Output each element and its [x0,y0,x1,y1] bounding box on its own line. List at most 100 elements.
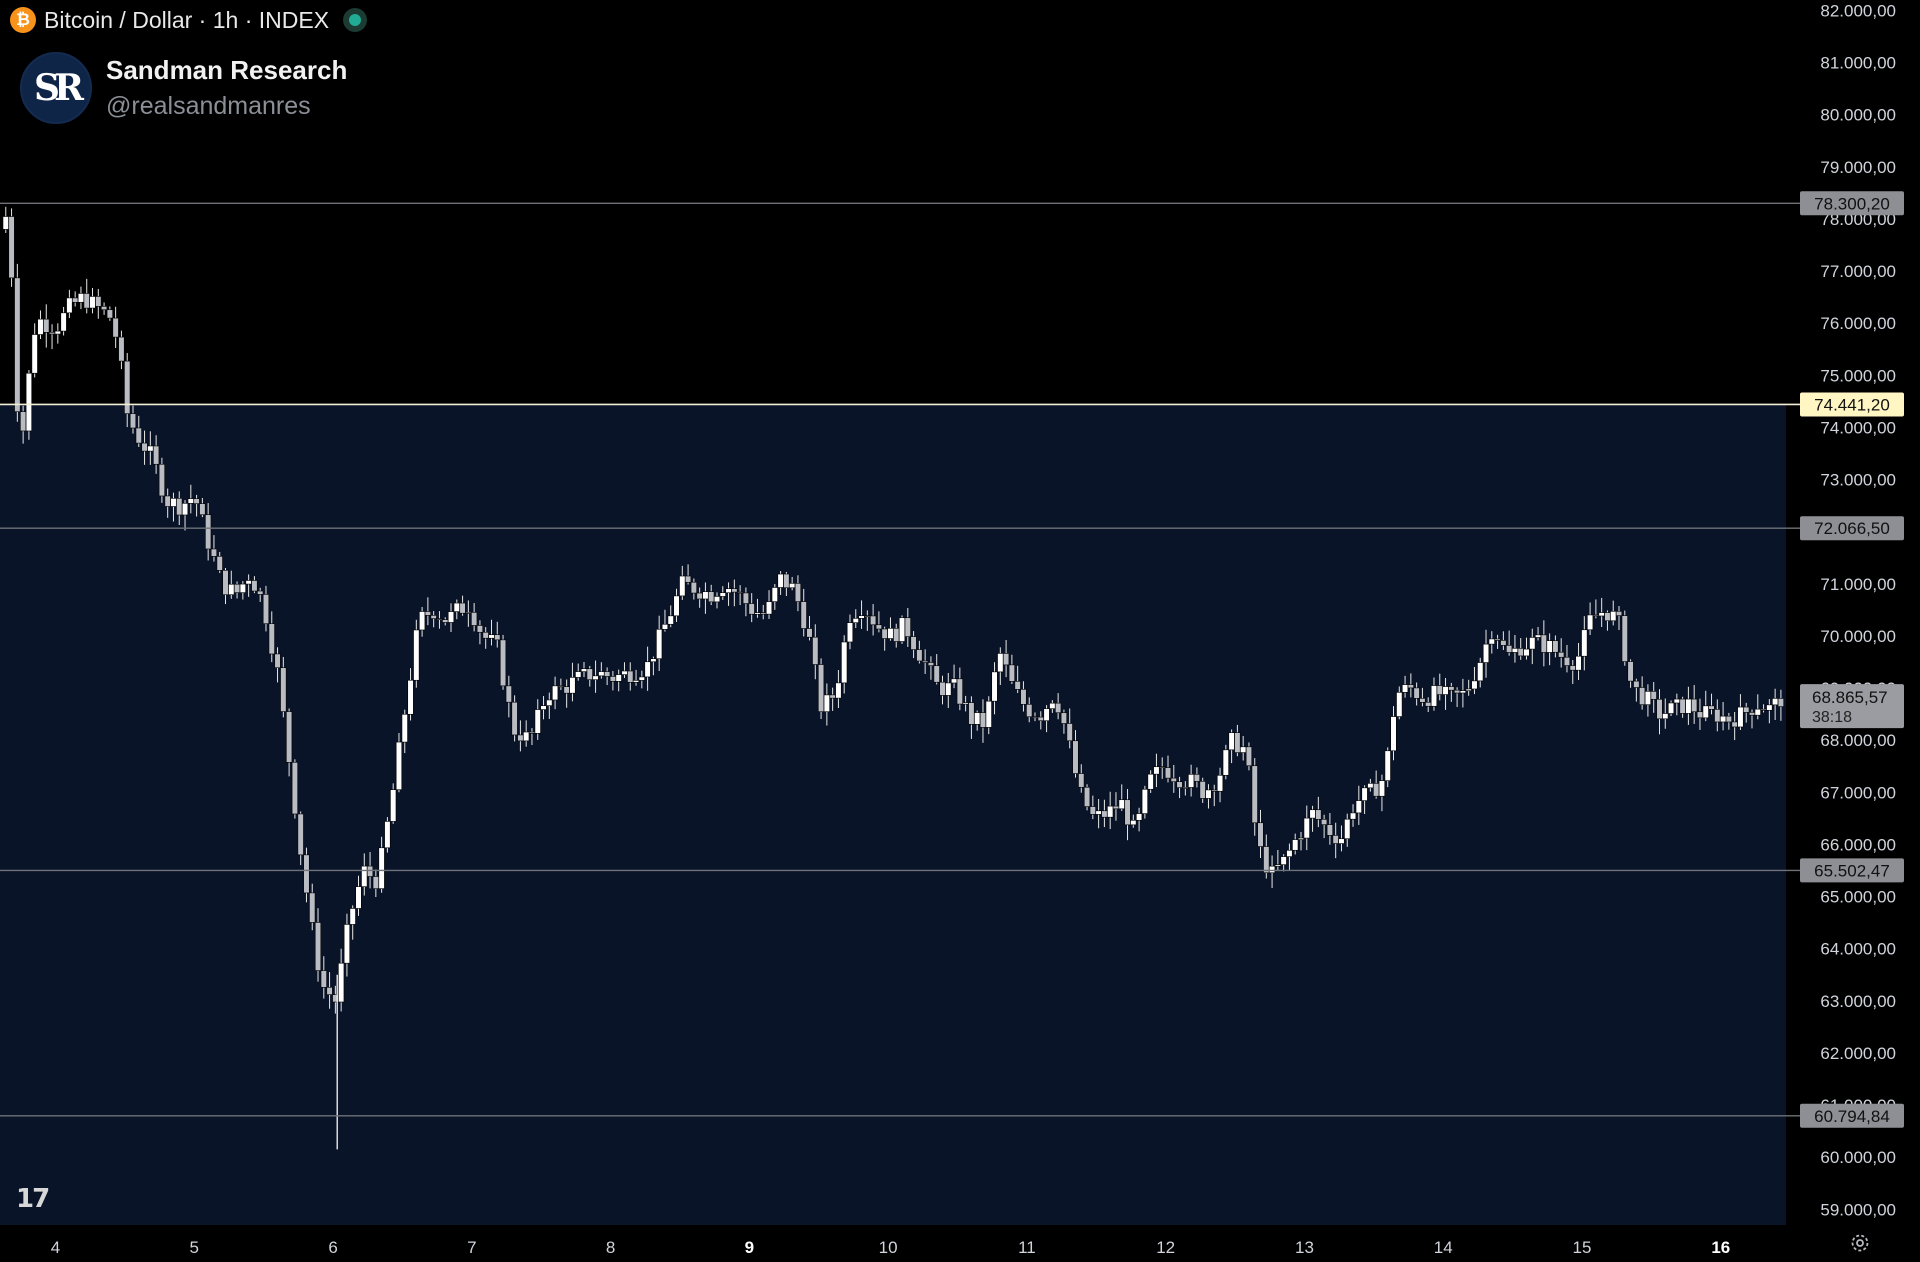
level-price-tag[interactable]: 60.794,84 [1800,1103,1904,1128]
tradingview-logo-icon[interactable]: 17 [16,1184,50,1214]
candle [1014,665,1021,693]
candle [1303,805,1310,851]
candle-body [372,876,379,889]
candle-body [199,503,206,516]
candle [37,310,44,339]
candle [1621,610,1628,666]
candle-body [222,570,229,596]
candle-body [771,587,778,602]
last-price-tag[interactable]: 68.865,57 38:18 [1800,684,1904,729]
candle-body [783,573,790,589]
candle-body [1216,774,1224,792]
candle-body [1020,689,1027,705]
candle-body [1396,692,1403,717]
candle-body [1130,819,1137,826]
candle [72,291,79,307]
candle [1321,814,1328,839]
candle-body [1471,680,1478,690]
candle-body [638,676,645,681]
candle-body [979,712,987,728]
candle-body [1685,698,1692,714]
candle-body [268,623,275,655]
candle [1419,687,1426,707]
candle [43,304,50,348]
candle-body [176,498,183,516]
candle [904,607,911,647]
candle [124,353,131,428]
candle [1268,855,1276,888]
level-price-tag[interactable]: 72.066,50 [1800,516,1904,541]
candle-body [887,628,894,639]
candle [1135,807,1143,832]
candle-body [66,297,73,314]
candle-body [1205,789,1212,799]
candle [898,615,906,644]
candle-body [719,592,726,597]
level-price-tag[interactable]: 74.441,20 [1800,392,1904,417]
candle-body [1332,835,1339,844]
candle-body [1737,706,1744,728]
candle-body [1454,689,1461,694]
tag-background [1800,516,1904,541]
candle-body [459,602,466,614]
candle [257,587,264,602]
candle-body [1725,715,1732,723]
candle [1552,635,1559,658]
candle [309,883,316,931]
symbol-header[interactable]: ₿ Bitcoin / Dollar · 1h · INDEX [10,6,368,34]
level-price-tag[interactable]: 78.300,20 [1800,191,1904,216]
gear-icon[interactable] [1849,1232,1871,1254]
candle [2,206,9,234]
candle-body [679,575,686,597]
candle [667,605,674,628]
candle-body [841,641,848,684]
candle-body [1558,651,1565,658]
candle [1586,602,1594,635]
candle [153,435,160,474]
candle-body [991,671,998,702]
candle-body [505,685,512,703]
candle [48,324,56,350]
candle [66,289,73,319]
candle-body [430,615,437,619]
candle-body [37,318,44,335]
tag-label: 74.441,20 [1814,395,1890,414]
candle-body [1066,723,1073,742]
candle [280,656,287,718]
symbol-title: Bitcoin / Dollar · 1h · INDEX [44,6,330,33]
candle-body [25,372,33,432]
candle-body [343,924,351,964]
candle-body [77,293,85,303]
candle-body [656,628,663,660]
candle-body [534,709,541,734]
candle [1413,682,1420,706]
candle-body [303,854,310,894]
candle-body [800,601,807,629]
candle [684,564,692,585]
candle-body [355,886,362,909]
candle [771,583,778,610]
candle [77,286,85,310]
candle [286,708,293,777]
candle-body [1234,732,1241,753]
candle [1500,631,1507,650]
candle-body [1344,818,1351,840]
candle [835,670,842,708]
candle [135,415,142,447]
candle [430,611,437,628]
candle [1216,767,1224,803]
candle [1234,724,1241,757]
y-tick-label: 63.000,00 [1820,992,1896,1011]
candle [1060,709,1068,734]
candle-body [187,498,194,504]
candle-body [494,634,501,641]
candle-body [725,588,732,594]
candle-body [1014,681,1021,690]
candle [112,306,119,348]
candle-body [1153,766,1160,775]
candle-body [870,615,877,626]
level-price-tag[interactable]: 65.502,47 [1800,858,1904,883]
candle-body [846,622,854,643]
candle [1448,682,1455,702]
